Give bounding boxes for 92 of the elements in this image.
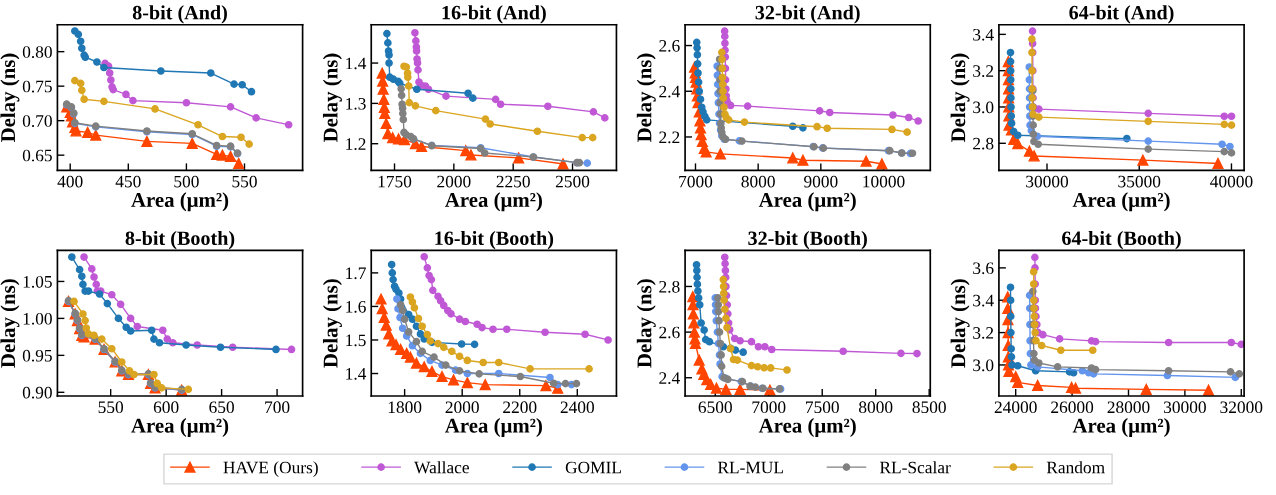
y-axis-title: Delay (ns) <box>950 53 970 143</box>
x-tick-label: 600 <box>153 401 179 414</box>
x-axis-title: Area (μm²) <box>445 192 542 212</box>
chart-title: 8-bit (And) <box>132 5 227 24</box>
y-tick-label: 1.2 <box>346 138 366 150</box>
y-axis-title: Delay (ns) <box>322 279 342 368</box>
x-tick-label: 550 <box>232 175 257 188</box>
x-axis-title: Area (μm²) <box>131 192 229 212</box>
x-tick-label: 24000 <box>994 401 1037 414</box>
x-tick-label: 500 <box>174 175 199 188</box>
legend-label: RL-Scalar <box>879 461 951 474</box>
x-tick-label: 2500 <box>555 175 590 188</box>
x-tick-label: 8000 <box>859 401 893 414</box>
x-tick-label: 2250 <box>496 175 530 188</box>
chart-title: 8-bit (Booth) <box>125 230 235 250</box>
y-tick-label: 2.6 <box>659 40 680 52</box>
x-axis-title: Area (μm²) <box>131 417 229 437</box>
y-tick-label: 3.6 <box>973 262 994 275</box>
x-tick-label: 650 <box>209 401 234 414</box>
x-axis-title: Area (μm²) <box>1072 192 1170 212</box>
y-tick-label: 2.8 <box>659 280 680 293</box>
chart-title: 16-bit (And) <box>442 5 546 24</box>
x-tick-label: 8000 <box>741 175 775 188</box>
x-tick-label: 2000 <box>445 401 479 414</box>
y-tick-label: 1.7 <box>346 267 366 280</box>
y-tick-label: 3.2 <box>973 327 994 339</box>
x-tick-label: 2200 <box>503 401 537 414</box>
legend-label: Random <box>1046 461 1105 474</box>
x-tick-label: 1750 <box>378 175 412 188</box>
x-axis-title: Area (μm²) <box>445 417 542 437</box>
x-tick-label: 32000 <box>1220 401 1263 414</box>
x-tick-label: 7000 <box>679 175 713 188</box>
y-tick-label: 0.70 <box>22 115 52 127</box>
legend-label: GOMIL <box>565 461 621 474</box>
x-tick-label: 8500 <box>912 401 946 414</box>
y-tick-label: 3.4 <box>973 28 994 41</box>
x-tick-label: 40000 <box>1210 175 1253 188</box>
y-axis-title: Delay (ns) <box>0 53 20 143</box>
y-axis-title: Delay (ns) <box>636 279 656 368</box>
x-tick-label: 1800 <box>388 401 422 414</box>
x-axis-title: Area (μm²) <box>758 417 856 437</box>
y-tick-label: 2.4 <box>659 372 680 385</box>
x-tick-label: 550 <box>98 401 124 414</box>
x-tick-label: 7500 <box>806 401 839 414</box>
y-tick-label: 3.4 <box>973 294 994 307</box>
y-tick-label: 2.8 <box>973 137 994 150</box>
chart-title: 32-bit (Booth) <box>748 230 867 250</box>
x-tick-label: 35000 <box>1118 175 1161 188</box>
y-tick-label: 1.05 <box>23 275 52 288</box>
y-tick-label: 3.0 <box>973 101 994 114</box>
legend-label: HAVE (Ours) <box>223 461 318 477</box>
y-tick-label: 1.00 <box>23 312 52 325</box>
y-tick-label: 1.6 <box>346 300 366 313</box>
y-tick-label: 0.80 <box>22 46 52 58</box>
x-tick-label: 9000 <box>804 175 838 188</box>
x-tick-label: 2000 <box>437 175 471 188</box>
y-tick-label: 0.75 <box>22 80 52 93</box>
y-tick-label: 3.2 <box>973 65 994 77</box>
y-tick-label: 1.4 <box>346 57 367 70</box>
x-axis-title: Area (μm²) <box>758 192 856 212</box>
y-tick-label: 2.4 <box>659 85 680 98</box>
y-axis-title: Delay (ns) <box>0 279 20 368</box>
x-tick-label: 30000 <box>1026 175 1069 188</box>
x-tick-label: 7000 <box>752 401 786 414</box>
y-tick-label: 2.6 <box>659 326 680 339</box>
x-tick-label: 28000 <box>1107 401 1150 414</box>
y-tick-label: 1.3 <box>346 97 366 110</box>
chart-title: 64-bit (And) <box>1069 5 1174 24</box>
x-tick-label: 400 <box>57 175 83 188</box>
x-tick-label: 700 <box>265 401 290 414</box>
y-tick-label: 3.0 <box>973 359 994 372</box>
y-tick-label: 2.2 <box>659 131 680 144</box>
y-tick-label: 0.90 <box>22 386 52 399</box>
legend-label: RL-MUL <box>717 461 783 474</box>
chart-title: 32-bit (And) <box>755 5 860 24</box>
y-tick-label: 1.4 <box>346 368 367 380</box>
y-tick-label: 0.95 <box>22 349 52 362</box>
x-tick-label: 6500 <box>698 401 732 414</box>
y-tick-label: 0.65 <box>22 149 52 162</box>
x-tick-label: 26000 <box>1051 401 1094 414</box>
x-axis-title: Area (μm²) <box>1072 417 1170 437</box>
y-axis-title: Delay (ns) <box>950 279 970 368</box>
chart-title: 16-bit (Booth) <box>435 230 554 250</box>
x-tick-label: 450 <box>115 175 141 188</box>
y-tick-label: 1.5 <box>346 334 366 347</box>
y-axis-title: Delay (ns) <box>636 53 656 143</box>
x-tick-label: 10000 <box>863 175 905 188</box>
legend-label: Wallace <box>414 461 469 474</box>
y-axis-title: Delay (ns) <box>322 53 342 143</box>
x-tick-label: 30000 <box>1164 401 1206 414</box>
chart-title: 64-bit (Booth) <box>1062 230 1181 250</box>
x-tick-label: 2400 <box>560 401 594 414</box>
